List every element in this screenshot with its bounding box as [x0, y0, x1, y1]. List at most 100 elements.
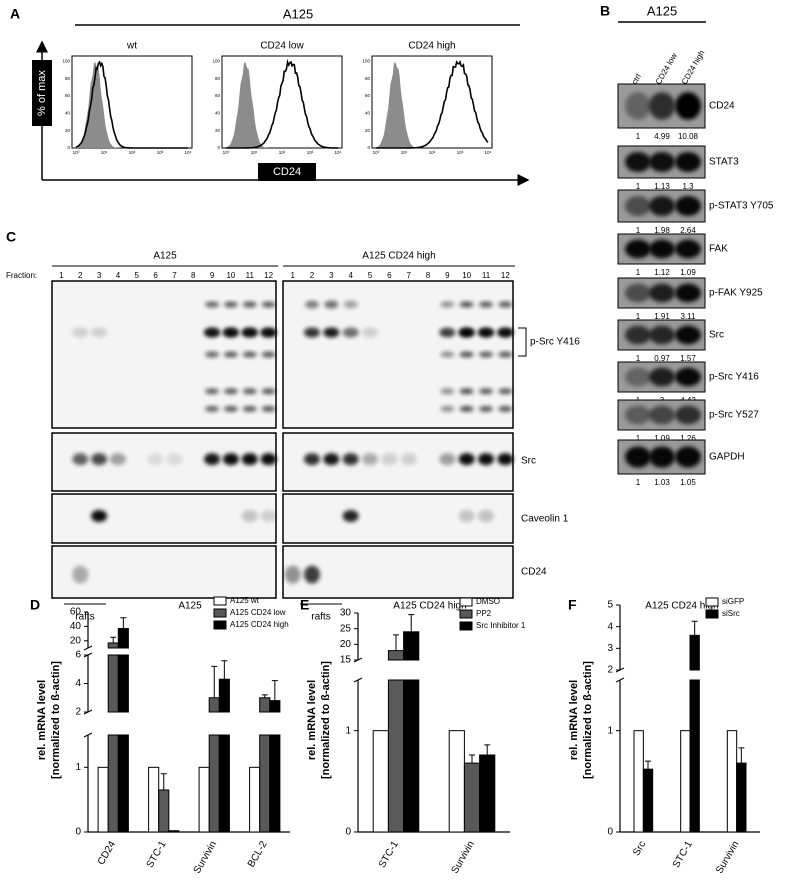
bar: [479, 754, 496, 833]
y-tick-label: 40: [70, 621, 82, 632]
blot-band: [304, 565, 320, 584]
blot: [282, 493, 514, 544]
fraction-number: 8: [426, 271, 431, 280]
blot-band: [478, 453, 494, 466]
y-tick-label: 3: [607, 643, 613, 654]
blot-band: [323, 327, 340, 338]
blot-label: CD24: [521, 567, 547, 578]
bar: [463, 762, 481, 833]
blot-band: [342, 510, 359, 523]
blot-band: [649, 196, 675, 216]
y-tick-label: 40: [215, 110, 221, 115]
blot-band: [223, 388, 238, 395]
blot-band: [241, 510, 258, 523]
blot-band: [625, 325, 651, 345]
histogram-title: CD24 high: [408, 41, 455, 52]
blot-band: [305, 300, 319, 309]
blot-band: [498, 301, 513, 308]
blot-band: [625, 405, 651, 425]
legend-swatch: [705, 597, 719, 607]
blot-label: p-FAK Y925: [709, 288, 763, 299]
histogram-control: [76, 62, 188, 148]
axis-label-box: [258, 163, 316, 181]
blot: [282, 545, 514, 599]
quantification: 0.97: [654, 354, 670, 363]
blot-label: Caveolin 1: [521, 514, 569, 525]
quantification: 1.26: [680, 434, 696, 443]
quantification: 1.09: [680, 268, 696, 277]
bar: [633, 730, 644, 833]
error-bar: [271, 680, 278, 701]
legend-swatch: [459, 597, 473, 607]
quantification: 1.05: [680, 478, 696, 487]
x-tick-label: 10⁴: [185, 150, 192, 155]
y-tick-label: 100: [212, 58, 220, 63]
blot-band: [675, 367, 701, 387]
panel-letter: F: [568, 597, 577, 613]
quantification: 2.64: [680, 226, 696, 235]
blot-band: [400, 453, 417, 466]
fraction-number: 12: [501, 271, 510, 280]
fraction-number: 7: [172, 271, 177, 280]
blot-label: p-Src Y416: [530, 337, 580, 348]
blot-band: [498, 388, 513, 395]
fraction-number: 7: [406, 271, 411, 280]
quantification: 3.11: [681, 312, 697, 321]
blot-label: Src: [521, 456, 536, 467]
fraction-number: 9: [445, 271, 450, 280]
y-axis-label: rel. mRNA level: [568, 680, 580, 760]
x-tick-label: CD24: [96, 839, 119, 867]
blot-band: [625, 367, 651, 387]
error-bar: [393, 634, 399, 651]
blot: [51, 493, 277, 544]
error-bar: [261, 694, 268, 698]
rule: [83, 732, 93, 738]
panel-letter: D: [30, 597, 40, 613]
bar: [218, 678, 230, 713]
blot-band: [362, 453, 378, 466]
blot-band: [459, 351, 474, 358]
blot: [51, 280, 277, 429]
legend-swatch: [705, 609, 719, 619]
blot-band: [675, 283, 701, 303]
y-tick-label: 20: [340, 639, 352, 650]
blot-band: [261, 329, 276, 336]
bar: [249, 766, 261, 833]
blot-band: [458, 453, 475, 466]
group-label: A125 CD24 high: [362, 251, 435, 262]
blot-band: [147, 453, 164, 466]
y-tick-label: 25: [340, 623, 352, 634]
y-tick-label: 1: [75, 762, 81, 773]
histogram-control: [376, 62, 488, 148]
blot-band: [261, 301, 276, 308]
blot-band: [223, 405, 238, 412]
fraction-number: 4: [348, 271, 353, 280]
blot-band: [497, 453, 514, 466]
y-tick-label: 4: [607, 621, 613, 632]
y-axis-label: [normalized to ß-actin]: [582, 661, 594, 779]
quantification: 4.99: [654, 132, 670, 141]
y-tick-label: 0: [217, 145, 220, 150]
blot-band: [304, 453, 320, 466]
blot-band: [675, 92, 701, 120]
bracket: [518, 327, 527, 357]
histogram-sample: [226, 58, 339, 149]
quantification: 1.09: [654, 434, 670, 443]
blot-band: [439, 453, 456, 466]
bar: [387, 650, 405, 661]
blot-band: [222, 453, 239, 466]
legend-label: siGFP: [722, 597, 744, 606]
y-tick-label: 20: [65, 128, 71, 133]
histogram-title: CD24 low: [260, 41, 304, 52]
blot-band: [625, 239, 651, 259]
blot-band: [342, 453, 359, 466]
bar-fill: [259, 734, 271, 833]
x-tick-label: 10²: [129, 150, 136, 155]
y-axis-label: [normalized to ß-actin]: [50, 661, 62, 779]
fraction-number: 2: [78, 271, 83, 280]
x-tick-label: STC-1: [145, 839, 169, 870]
legend-label: A125 wt: [230, 596, 260, 605]
blot-label: p-STAT3 Y705: [709, 201, 774, 212]
x-tick-label: 10⁰: [373, 150, 380, 155]
blot-band: [459, 405, 474, 412]
